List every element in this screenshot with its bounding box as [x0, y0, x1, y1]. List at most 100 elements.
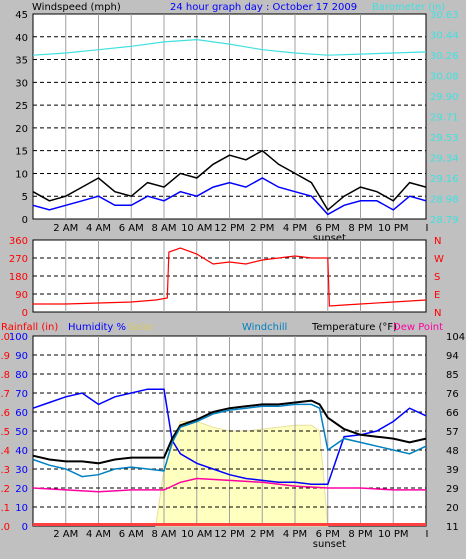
time-tick-label: 4 PM: [283, 529, 307, 540]
windspeed-tick: 45: [15, 10, 28, 21]
windspeed-tick: 0: [22, 215, 28, 226]
rain-tick: 0.1: [0, 503, 10, 514]
direction-tick: 360: [9, 236, 28, 247]
direction-series-line: [33, 247, 427, 307]
wind-series: [32, 38, 427, 216]
wind-time-axis: 2 AM 4 AM 6 AM 8 AM 10 AM 12 PM 2 PM 4 PM 6 PM 8 …: [53, 223, 428, 244]
humidity-tick: 40: [15, 446, 28, 457]
temperature-tick: 57: [446, 427, 459, 438]
barometer-tick: 30.08: [430, 72, 459, 83]
rain-tick: 0.3: [0, 465, 10, 476]
windspeed-tick: 20: [15, 124, 28, 135]
barometer-tick: 29.71: [430, 113, 459, 124]
temperature-series-line: [32, 477, 426, 493]
barometer-tick: 30.63: [430, 10, 459, 21]
humidity-tick: 50: [15, 427, 28, 438]
time-tick-label: 4 PM: [283, 223, 307, 234]
legend-windchill: Windchill: [242, 322, 287, 333]
windspeed-tick: 40: [15, 33, 28, 44]
rain-tick: 0.7: [0, 389, 10, 400]
time-tick-label: 8 AM: [151, 529, 176, 540]
humidity-tick: 90: [15, 351, 28, 362]
barometer-tick: 29.34: [430, 154, 459, 165]
temperature-series-line: [32, 403, 427, 478]
time-tick-label: 2 PM: [250, 223, 274, 234]
barometer-tick: 29.53: [430, 133, 459, 144]
temperature-tick: 76: [446, 389, 459, 400]
temperature-series-line: [32, 399, 427, 465]
time-tick-label: 8 PM: [348, 223, 372, 234]
compass-tick: E: [434, 290, 440, 301]
time-tick-label: 2 AM: [53, 529, 78, 540]
rain-tick: 1.0: [0, 332, 10, 343]
temperature-tick: 20: [446, 503, 459, 514]
rain-tick: 0.8: [0, 370, 10, 381]
temperature-grid: [33, 336, 426, 526]
rain-tick: 0.9: [0, 351, 10, 362]
wind-grid: [33, 14, 426, 219]
time-tick-label: 6 AM: [119, 529, 144, 540]
direction-tick: 0: [22, 308, 28, 319]
humidity-tick: 10: [15, 503, 28, 514]
solar-area: [155, 421, 329, 527]
temperature-tick: 104: [446, 332, 465, 343]
direction-grid: [33, 240, 426, 312]
time-tick-label: 2 PM: [250, 529, 274, 540]
temperature-tick: 39: [446, 465, 459, 476]
sunset-label: sunset: [313, 539, 346, 550]
humidity-tick: 0: [22, 522, 28, 533]
barometer-tick: 28.79: [430, 215, 459, 226]
time-tick-label: 12 PM: [214, 529, 245, 540]
windspeed-tick: 10: [15, 169, 28, 180]
time-tick-label: 8 PM: [348, 529, 372, 540]
direction-left-ticks: 360 270 180 90 0: [9, 236, 28, 319]
legend-humidity: Humidity %: [68, 322, 126, 333]
windspeed-tick: 5: [22, 192, 28, 203]
time-tick-label: 10 AM: [181, 223, 212, 234]
direction-series: [33, 247, 427, 307]
direction-tick: 90: [15, 290, 28, 301]
time-tick-label: 6 AM: [119, 223, 144, 234]
wind-right-ticks: 30.63 30.44 30.26 30.08 29.90 29.71 29.53 29.34…: [430, 10, 459, 226]
time-tick-label: 8 AM: [151, 223, 176, 234]
barometer-axis-label: Barometer (in): [372, 2, 445, 13]
direction-tick: 180: [9, 272, 28, 283]
temperature-tick: 29: [446, 484, 459, 495]
rain-tick: 0.2: [0, 484, 10, 495]
temperature-tick: 66: [446, 408, 459, 419]
solar-fill: [155, 421, 329, 527]
time-tick-label: 4 AM: [86, 529, 111, 540]
humidity-tick: 60: [15, 408, 28, 419]
compass-tick: N: [434, 308, 441, 319]
legend-temperature: Temperature (°F): [311, 322, 397, 333]
rain-tick: 0.5: [0, 427, 10, 438]
temperature-time-axis: 2 AM 4 AM 6 AM 8 AM 10 AM 12 PM 2 PM 4 PM 6 PM 8 …: [53, 529, 428, 550]
rain-tick: 0.0: [0, 522, 10, 533]
compass-tick: W: [434, 254, 444, 265]
wind-series-line: [32, 177, 427, 216]
barometer-tick: 29.90: [430, 92, 459, 103]
humidity-tick: 20: [15, 484, 28, 495]
temperature-tick: 11: [446, 522, 459, 533]
barometer-tick: 29.16: [430, 174, 459, 185]
humidity-tick: 70: [15, 389, 28, 400]
rain-tick: 0.4: [0, 446, 10, 457]
legend-dewpoint: Dew Point: [393, 322, 443, 333]
windspeed-tick: 35: [15, 56, 28, 67]
compass-tick: N: [434, 236, 441, 247]
humidity-tick: 30: [15, 465, 28, 476]
time-tick-label: 6 PM: [316, 529, 340, 540]
direction-tick: 270: [9, 254, 28, 265]
temperature-series: [32, 388, 427, 526]
sunset-label: sunset: [313, 233, 346, 244]
time-tick-label: 10 AM: [181, 529, 212, 540]
time-tick-label: 12 PM: [214, 223, 245, 234]
temperature-ticks: 104 94 85 76 66 57 48 39 29 20 11: [446, 332, 465, 533]
windspeed-tick: 30: [15, 78, 28, 89]
legend-solar: Solar: [128, 322, 154, 333]
barometer-tick: 28.98: [430, 195, 459, 206]
